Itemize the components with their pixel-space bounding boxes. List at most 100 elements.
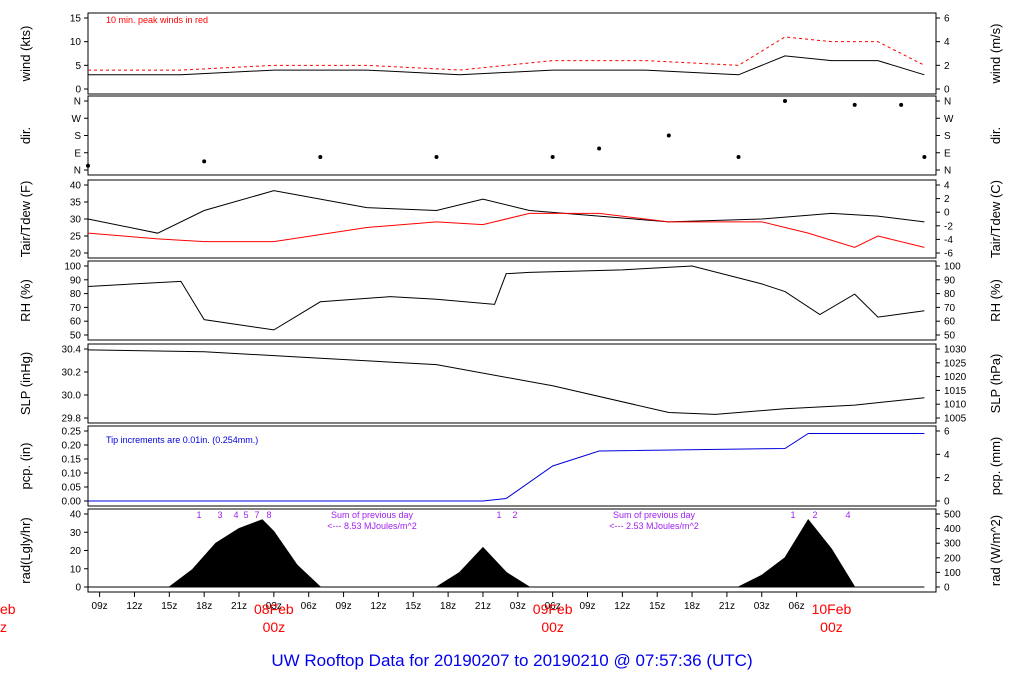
slp-left-tick-label: 30.0 <box>62 391 82 402</box>
rad-area <box>88 518 925 588</box>
time-tick-label: 15z <box>161 601 177 612</box>
dir-right-tick-label: S <box>944 131 951 142</box>
dir-left-tick-label: S <box>74 131 81 142</box>
wind-series-line <box>88 55 925 76</box>
time-tick-label: 15z <box>649 601 665 612</box>
slp-ylabel-right: SLP (hPa) <box>988 354 1003 414</box>
cut-hour-label: z <box>0 619 7 635</box>
dir-right-tick-label: E <box>944 148 951 159</box>
wind-right-tick-label: 4 <box>944 37 950 48</box>
rad-hour-mark: 4 <box>845 510 850 520</box>
wind-left-tick-label: 10 <box>70 37 82 48</box>
date-label: 10Feb <box>812 601 852 617</box>
pcp-left-tick-label: 0.15 <box>62 455 82 466</box>
rad-hour-mark: 1 <box>790 510 795 520</box>
pcp-ylabel-right: pcp. (mm) <box>988 437 1003 496</box>
pcp-left-tick-label: 0.20 <box>62 441 82 452</box>
pcp-ylabel-left: pcp. (in) <box>18 443 33 490</box>
wind-left-tick-label: 15 <box>70 14 82 25</box>
rad-hour-mark: 4 <box>233 510 238 520</box>
temp-ylabel-left: Tair/Tdew (F) <box>18 181 33 258</box>
rad-left-tick-label: 10 <box>70 564 82 575</box>
rad-right-tick-label: 100 <box>944 568 961 579</box>
rh-series-line <box>87 265 925 331</box>
dir-point <box>318 154 323 159</box>
time-tick-label: 06z <box>545 601 561 612</box>
pcp-right-tick-label: 0 <box>944 497 950 508</box>
time-tick-label: 03z <box>754 601 770 612</box>
wind-ylabel-left: wind (kts) <box>18 26 33 83</box>
pcp-note: Tip increments are 0.01in. (0.254mm.) <box>106 435 258 445</box>
rh-ylabel-left: RH (%) <box>18 279 33 322</box>
slp-right-tick-label: 1020 <box>944 372 967 383</box>
date-label: 08Feb <box>254 601 294 617</box>
rh-right-tick-label: 70 <box>944 303 956 314</box>
temp-right-tick-label: -4 <box>944 235 953 246</box>
slp-right-tick-label: 1005 <box>944 414 967 425</box>
temp-left-tick-label: 25 <box>70 232 82 243</box>
panel-rad: rad(Lgly/hr) rad (W/m^2)40302010050040030… <box>18 508 1003 594</box>
rh-left-tick-label: 60 <box>70 317 82 328</box>
time-tick-label: 06z <box>301 601 317 612</box>
rad-left-tick-label: 0 <box>75 583 81 594</box>
slp-series-line <box>87 349 925 415</box>
time-tick-label: 21z <box>719 601 735 612</box>
dir-ylabel-left: dir. <box>18 127 33 144</box>
rh-left-tick-label: 50 <box>70 331 82 342</box>
rad-left-tick-label: 40 <box>70 510 82 521</box>
rh-left-tick-label: 70 <box>70 303 82 314</box>
dir-point <box>202 159 207 164</box>
wind-right-tick-label: 0 <box>944 85 950 96</box>
temp-right-tick-label: 2 <box>944 194 950 205</box>
panel-pcp: pcp. (in) pcp. (mm) 0.25 0.20 0.15 0.10 0.05 0.… <box>18 425 1003 508</box>
rh-left-tick-label: 80 <box>70 289 82 300</box>
pcp-left-tick-label: 0.00 <box>62 497 82 508</box>
wind-series-line <box>88 36 925 71</box>
rad-hour-mark: 1 <box>496 510 501 520</box>
temp-right-tick-label: 0 <box>944 208 950 219</box>
rad-hour-mark: 2 <box>812 510 817 520</box>
slp-right-tick-label: 1030 <box>944 345 967 356</box>
temp-left-tick-label: 20 <box>70 249 82 260</box>
slp-left-tick-label: 30.2 <box>62 368 82 379</box>
time-tick-label: 09z <box>335 601 351 612</box>
date-hour-label: 00z <box>263 619 286 635</box>
rad-right-tick-label: 400 <box>944 524 961 535</box>
time-tick-label: 03z <box>266 601 282 612</box>
pcp-right-tick-label: 4 <box>944 450 950 461</box>
rad-hour-mark: 7 <box>254 510 259 520</box>
time-tick-label: 15z <box>405 601 421 612</box>
dir-point <box>782 99 787 103</box>
panel-slp: SLP (inHg) SLP (hPa) 30.4 30.2 30.0 29.8 1030 1… <box>18 343 1003 425</box>
wind-right-tick-label: 2 <box>944 61 950 72</box>
time-tick-label: 06z <box>789 601 805 612</box>
dir-right-tick-label: W <box>944 114 954 125</box>
dir-point <box>899 102 904 107</box>
temp-ylabel-right: Tair/Tdew (C) <box>988 180 1003 258</box>
rh-right-tick-label: 90 <box>944 275 956 286</box>
pcp-left-tick-label: 0.25 <box>62 427 82 438</box>
rad-ylabel-right: rad (W/m^2) <box>988 515 1003 586</box>
dir-left-tick-label: W <box>72 114 82 125</box>
rad-hour-mark: 2 <box>512 510 517 520</box>
rad-left-tick-label: 20 <box>70 546 82 557</box>
dir-point <box>736 154 741 159</box>
dir-right-tick-label: N <box>944 97 951 108</box>
rad-right-tick-label: 300 <box>944 539 961 550</box>
rh-left-tick-label: 90 <box>70 275 82 286</box>
slp-ylabel-left: SLP (inHg) <box>18 352 33 415</box>
slp-left-tick-label: 29.8 <box>62 414 82 425</box>
dir-ylabel-right: dir. <box>988 127 1003 144</box>
cut-date-label: eb <box>0 601 16 617</box>
temp-left-tick-label: 35 <box>70 198 82 209</box>
rh-right-tick-label: 100 <box>944 262 961 273</box>
temp-series-line <box>87 212 925 248</box>
temp-right-tick-label: -6 <box>944 249 953 260</box>
dir-point <box>597 146 602 151</box>
slp-right-tick-label: 1015 <box>944 386 967 397</box>
rad-annotation-line2: <--- 8.53 MJoules/m^2 <box>327 521 417 531</box>
pcp-series-line <box>88 433 925 502</box>
